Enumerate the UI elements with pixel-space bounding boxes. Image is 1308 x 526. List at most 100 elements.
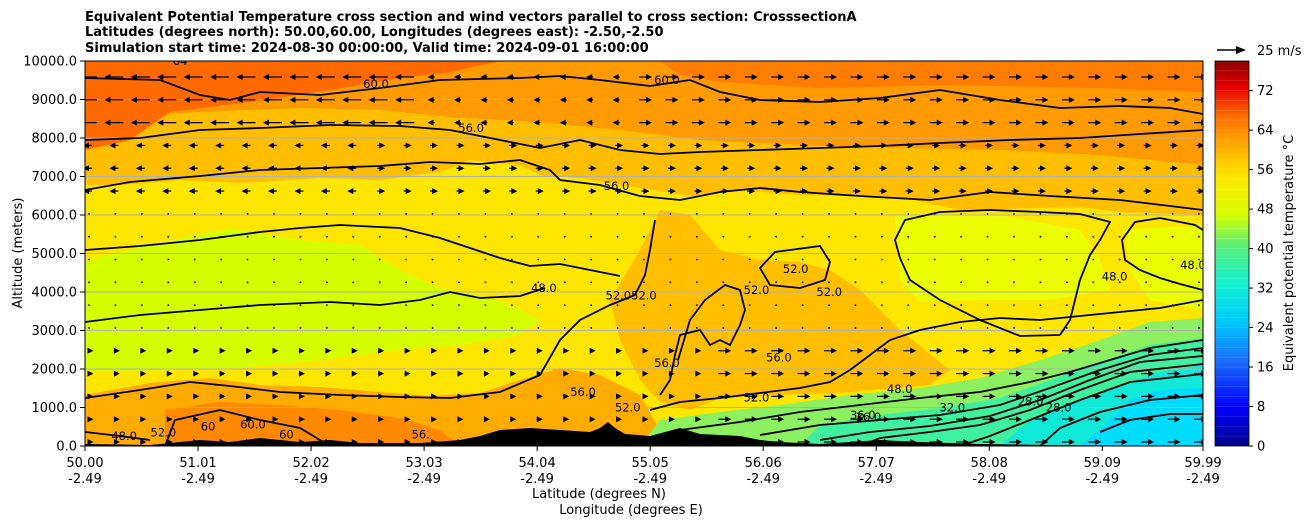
contour-label: 52.0 (744, 391, 770, 405)
wind-vector-head (586, 74, 593, 80)
wind-vector (352, 304, 355, 307)
wind-vector (1198, 258, 1200, 261)
wind-vector-head (183, 74, 190, 80)
wind-vector-head (778, 416, 785, 423)
wind-vector-head (778, 347, 785, 354)
wind-vector-head (484, 165, 491, 172)
wind-vector (1145, 235, 1148, 238)
x-tick-label-lon: -2.49 (1085, 472, 1119, 487)
wind-vector-head (778, 370, 785, 377)
wind-vector-head (157, 119, 164, 126)
wind-vector-head (910, 416, 917, 423)
wind-vector-head (405, 165, 412, 172)
wind-vector-head (431, 347, 438, 354)
wind-vector-head (989, 439, 996, 445)
wind-vector (695, 304, 698, 307)
wind-vector-head (431, 416, 438, 423)
wind-vector-head (857, 96, 864, 103)
wind-vector-head (378, 393, 385, 400)
wind-vector-head (1148, 347, 1155, 354)
wind-vector-head (695, 439, 702, 445)
wind-vector (1013, 304, 1015, 307)
wind-vector-head (219, 416, 226, 423)
wind-vector (325, 258, 328, 261)
wind-vector-head (590, 188, 597, 195)
wind-vector-head (379, 142, 386, 149)
wind-vector (114, 258, 117, 261)
wind-vector-head (643, 165, 650, 172)
wind-vector-head (1095, 393, 1102, 400)
wind-vector (1171, 258, 1174, 261)
wind-vector-head (646, 119, 652, 126)
wind-vector-head (1174, 119, 1181, 126)
wind-vector-head (298, 393, 305, 400)
contour-label: 52.0 (744, 283, 770, 297)
colorbar-tick-label: 32 (1257, 282, 1274, 297)
wind-vector-head (1174, 96, 1181, 103)
contour-52-right-lower (649, 299, 1203, 411)
wind-vector (695, 327, 698, 329)
wind-vector (88, 327, 90, 329)
wind-vector-head (510, 347, 517, 354)
wind-vector-head (749, 188, 756, 195)
wind-vector (590, 327, 593, 329)
chart-title-line-3: Simulation start time: 2024-08-30 00:00:… (85, 41, 649, 56)
wind-vector (828, 235, 830, 238)
wind-vector (960, 304, 963, 307)
wind-vector-head (454, 96, 460, 103)
wind-vector-head (989, 416, 996, 423)
wind-vector-head (536, 439, 543, 445)
wind-vector (986, 212, 989, 215)
wind-vector-head (857, 119, 864, 126)
wind-vector (1145, 304, 1148, 307)
wind-vector-head (1016, 439, 1022, 445)
wind-vector-head (698, 119, 705, 126)
wind-vector-head (454, 119, 460, 126)
wind-vector (748, 304, 751, 307)
wind-vector-head (109, 142, 116, 149)
wind-vector (907, 212, 910, 215)
wind-vector-head (480, 96, 487, 103)
contour-label: 28.0 (1018, 395, 1044, 409)
wind-vector (933, 327, 936, 329)
colorbar-tick-label: 8 (1257, 400, 1265, 415)
wind-vector-head (1145, 165, 1152, 172)
wind-vector-head (483, 439, 490, 445)
wind-vector-head (857, 370, 864, 377)
wind-vector-head (910, 393, 917, 400)
wind-vector (352, 327, 355, 329)
wind-vector-head (404, 439, 411, 445)
wind-vector-head (457, 347, 464, 354)
wind-vector-head (130, 74, 137, 80)
wind-vector (1092, 327, 1095, 329)
wind-vector-head (404, 393, 411, 400)
wind-vector-head (432, 188, 439, 195)
wind-vector (643, 212, 645, 215)
wind-vector-head (778, 393, 785, 400)
wind-vector (140, 258, 143, 261)
wind-vector-head (1068, 347, 1075, 354)
wind-vector (854, 327, 857, 329)
wind-vector (1118, 281, 1121, 284)
contour-label: 60.0 (363, 77, 389, 91)
wind-vector (828, 212, 830, 215)
wind-vector (775, 258, 778, 261)
contour-52-upper (85, 224, 621, 277)
wind-vector-head (325, 393, 332, 400)
wind-vector-head (936, 96, 943, 103)
wind-vector-head (378, 370, 385, 377)
wind-vector-head (404, 370, 411, 377)
wind-vector (220, 327, 223, 329)
wind-vector-head (934, 142, 941, 149)
field-lime (85, 228, 540, 372)
wind-vector-head (936, 347, 943, 354)
wind-vector-head (1148, 370, 1155, 377)
wind-vector (669, 212, 672, 215)
wind-vector (537, 235, 540, 238)
wind-vector (484, 235, 487, 238)
wind-vector-head (963, 74, 970, 80)
contour-label: 60.0 (240, 418, 266, 432)
wind-vector-head (616, 439, 623, 445)
wind-vector-head (987, 165, 994, 172)
contour-label: 48.0 (531, 281, 557, 295)
